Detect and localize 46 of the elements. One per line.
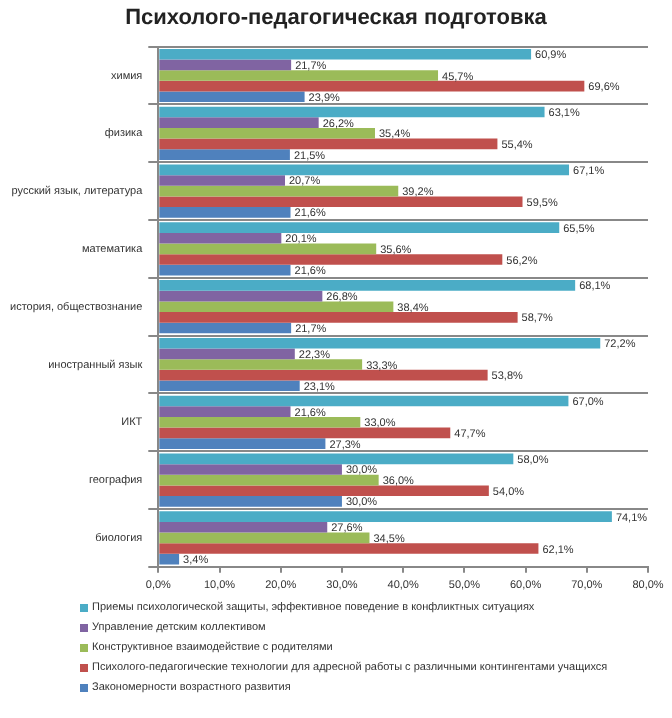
bar: [159, 511, 612, 522]
bar: [159, 175, 286, 186]
bar: [159, 427, 451, 439]
bar: [159, 496, 342, 507]
bar: [159, 395, 569, 407]
bar: [159, 464, 342, 475]
chart-title: Психолого-педагогическая подготовка: [123, 6, 549, 34]
bar: [159, 48, 532, 60]
bar: [159, 312, 518, 323]
bar: [159, 185, 399, 197]
bar: [159, 337, 601, 349]
bar: [159, 369, 488, 381]
bar: [159, 322, 292, 334]
bar: [159, 474, 379, 486]
bar: [159, 254, 503, 265]
bar: [159, 149, 290, 160]
bar: [159, 348, 295, 360]
bar: [159, 416, 361, 428]
bar: [159, 406, 291, 417]
bar: [159, 290, 323, 302]
bar: [159, 380, 300, 392]
bar: [159, 438, 326, 449]
bar: [159, 91, 305, 103]
bar: [159, 532, 370, 544]
bar: [159, 264, 291, 276]
bar: [159, 59, 292, 71]
bar: [159, 138, 498, 150]
bar: [159, 301, 394, 313]
bar: [159, 117, 319, 128]
bar: [159, 207, 291, 218]
bar: [159, 222, 560, 233]
bar: [159, 280, 576, 291]
bar: [159, 553, 180, 565]
bar: [159, 232, 282, 244]
bar: [159, 127, 375, 139]
bar: [159, 243, 377, 255]
bar: [159, 80, 585, 92]
bar: [159, 106, 545, 118]
bar: [159, 453, 514, 465]
bar: [159, 196, 523, 208]
bar: [159, 359, 363, 370]
bar: [159, 543, 539, 554]
bar: [159, 70, 439, 81]
bar: [159, 164, 570, 176]
bar: [159, 485, 489, 497]
bar: [159, 521, 328, 533]
